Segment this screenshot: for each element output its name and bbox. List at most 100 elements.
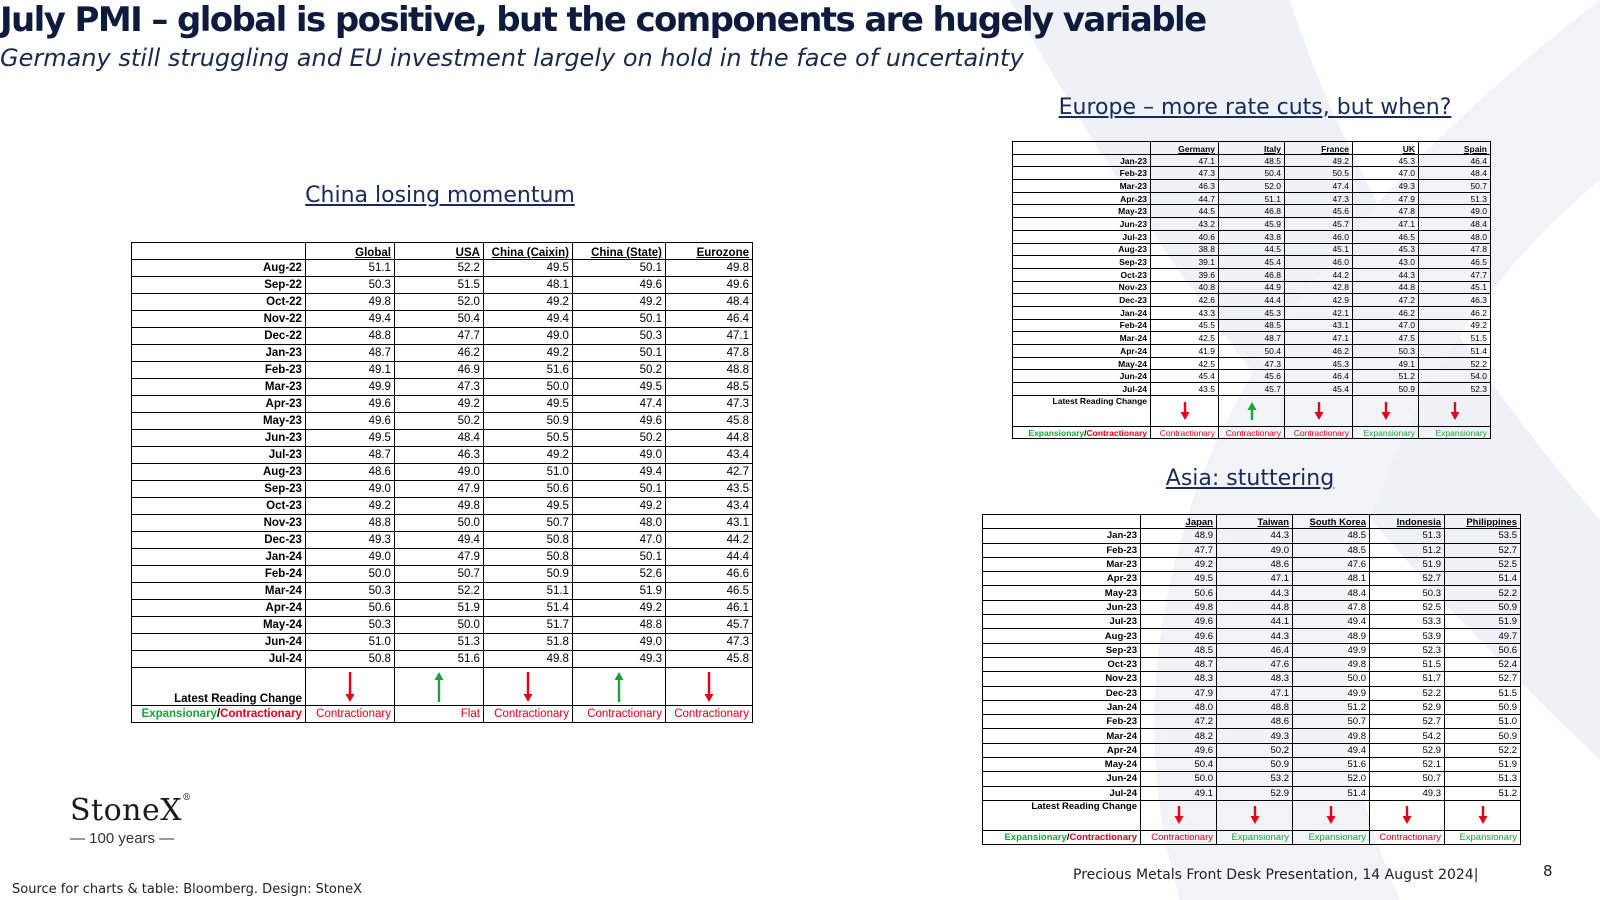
table-cell: 50.2 bbox=[393, 412, 484, 430]
table-cell: 52.5 bbox=[1444, 556, 1521, 573]
legend-contractionary: Contractionary bbox=[220, 708, 302, 720]
table-cell: 43.4 bbox=[665, 446, 753, 464]
table-cell: 47.8 bbox=[1418, 242, 1491, 257]
table-cell: 50.6 bbox=[304, 599, 395, 617]
table-cell: 50.0 bbox=[393, 514, 484, 532]
table-cell: 48.8 bbox=[304, 327, 395, 345]
table-cell: 52.0 bbox=[393, 293, 484, 311]
table-cell: 46.2 bbox=[1418, 305, 1491, 320]
table-cell: 48.8 bbox=[571, 616, 667, 634]
change-arrow-cell bbox=[1444, 799, 1521, 831]
table-cell: 49.2 bbox=[571, 497, 667, 515]
table-cell: 43.8 bbox=[1218, 229, 1285, 244]
china-section-title: China losing momentum bbox=[305, 183, 575, 208]
table-cell: 49.3 bbox=[571, 650, 667, 668]
table-cell: 47.9 bbox=[393, 480, 484, 498]
change-arrow-cell bbox=[1150, 394, 1219, 427]
row-label: Oct-23 bbox=[131, 497, 306, 515]
table-cell: 43.2 bbox=[1150, 217, 1219, 231]
table-cell: 48.0 bbox=[1418, 229, 1491, 244]
row-label: Feb-23 bbox=[982, 542, 1141, 558]
row-label: Oct-23 bbox=[982, 656, 1141, 673]
table-cell: 46.5 bbox=[1352, 229, 1419, 244]
table-cell: 46.4 bbox=[665, 310, 753, 328]
table-cell: 47.5 bbox=[1352, 331, 1419, 345]
row-label: Jul-24 bbox=[1012, 382, 1151, 396]
latest-change-row: Latest Reading Change bbox=[982, 799, 1521, 831]
table-cell: 52.2 bbox=[1418, 356, 1491, 371]
table-cell: 49.8 bbox=[1292, 656, 1370, 673]
table-cell: 47.2 bbox=[1140, 714, 1217, 730]
table-cell: 52.5 bbox=[1369, 599, 1445, 616]
table-cell: 51.5 bbox=[1369, 656, 1445, 673]
table-cell: 49.6 bbox=[304, 395, 395, 413]
table-cell: 46.0 bbox=[1284, 229, 1353, 244]
table-cell: 49.0 bbox=[1216, 542, 1293, 558]
table-cell: 48.6 bbox=[304, 463, 395, 481]
table-row: Jun-23 49.5 48.4 50.5 50.2 44.8 bbox=[131, 429, 753, 447]
table-cell: 52.3 bbox=[1418, 382, 1491, 396]
legend-expansionary: Expansionary bbox=[141, 708, 217, 720]
table-corner bbox=[1012, 141, 1151, 155]
table-cell: 49.6 bbox=[571, 276, 667, 294]
table-row: Oct-23 48.7 47.6 49.8 51.5 52.4 bbox=[982, 656, 1521, 673]
table-cell: 49.6 bbox=[1140, 742, 1217, 759]
table-cell: 49.5 bbox=[1140, 571, 1217, 587]
table-cell: 44.3 bbox=[1216, 628, 1293, 644]
table-row: Aug-23 49.6 44.3 48.9 53.9 49.7 bbox=[982, 628, 1521, 644]
table-row: Jun-24 45.4 45.6 46.4 51.2 54.0 bbox=[1012, 369, 1491, 384]
status-cell: Contractionary bbox=[482, 705, 573, 723]
table-cell: 39.6 bbox=[1150, 267, 1219, 282]
change-arrow-cell bbox=[1218, 394, 1285, 427]
table-cell: 49.0 bbox=[571, 633, 667, 651]
row-label: May-24 bbox=[131, 616, 306, 634]
table-cell: 46.3 bbox=[1418, 293, 1491, 307]
up-arrow-icon bbox=[614, 671, 624, 702]
table-cell: 47.1 bbox=[1284, 331, 1353, 345]
table-cell: 51.2 bbox=[1352, 369, 1419, 384]
table-cell: 51.3 bbox=[1418, 191, 1491, 206]
table-cell: 43.4 bbox=[665, 497, 753, 515]
table-cell: 49.9 bbox=[1292, 685, 1370, 701]
table-cell: 51.9 bbox=[1444, 614, 1521, 630]
table-cell: 47.7 bbox=[393, 327, 484, 345]
table-cell: 50.0 bbox=[482, 378, 573, 396]
legend-slash: / bbox=[1084, 427, 1087, 438]
table-cell: 48.7 bbox=[304, 446, 395, 464]
page-title: July PMI – global is positive, but the c… bbox=[0, 0, 1207, 40]
table-cell: 48.4 bbox=[1418, 166, 1491, 181]
column-header: USA bbox=[393, 242, 484, 260]
table-cell: 53.5 bbox=[1444, 528, 1521, 544]
table-cell: 49.4 bbox=[304, 310, 395, 328]
row-label: Jan-24 bbox=[1012, 305, 1151, 320]
status-cell: Expansionary bbox=[1352, 425, 1419, 440]
status-cell: Contractionary bbox=[1218, 425, 1285, 440]
status-cell: Contractionary bbox=[571, 705, 667, 723]
table-cell: 52.7 bbox=[1369, 571, 1445, 587]
table-cell: 47.3 bbox=[665, 633, 753, 651]
table-cell: 51.3 bbox=[1369, 528, 1445, 544]
down-arrow-icon bbox=[523, 671, 533, 702]
table-cell: 47.3 bbox=[393, 378, 484, 396]
table-cell: 50.7 bbox=[1418, 179, 1491, 193]
table-cell: 44.2 bbox=[665, 531, 753, 549]
table-cell: 52.1 bbox=[1369, 757, 1445, 773]
table-cell: 49.5 bbox=[304, 429, 395, 447]
table-cell: 48.5 bbox=[1292, 542, 1370, 558]
row-label: May-24 bbox=[982, 757, 1141, 773]
table-cell: 46.2 bbox=[1284, 344, 1353, 358]
table-row: May-23 50.6 44.3 48.4 50.3 52.2 bbox=[982, 585, 1521, 601]
table-cell: 45.7 bbox=[1284, 217, 1353, 231]
table-cell: 49.6 bbox=[304, 412, 395, 430]
table-cell: 42.9 bbox=[1284, 293, 1353, 307]
down-arrow-icon bbox=[1478, 806, 1487, 825]
change-arrow-cell bbox=[1140, 799, 1217, 831]
table-cell: 44.7 bbox=[1150, 191, 1219, 206]
table-cell: 40.8 bbox=[1150, 280, 1219, 295]
page-subtitle: Germany still struggling and EU investme… bbox=[0, 44, 1024, 72]
row-label: Jul-23 bbox=[131, 446, 306, 464]
down-arrow-icon bbox=[1174, 806, 1183, 825]
source-note: Source for charts & table: Bloomberg. De… bbox=[12, 882, 363, 897]
table-cell: 47.3 bbox=[1150, 166, 1219, 181]
legend-slash: / bbox=[1066, 832, 1070, 844]
